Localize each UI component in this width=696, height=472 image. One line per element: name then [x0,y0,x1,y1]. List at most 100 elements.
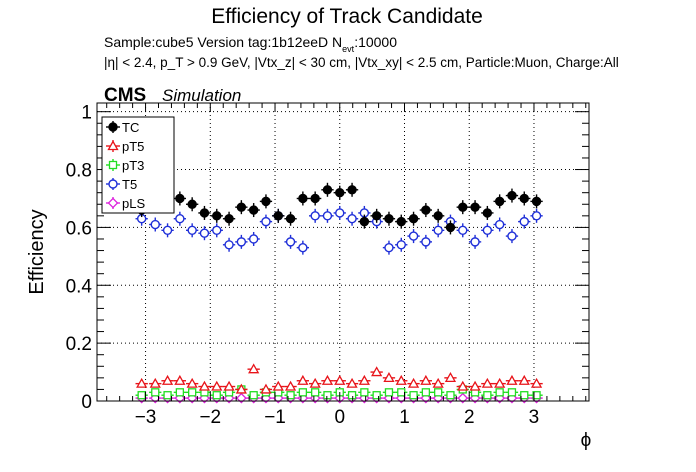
data-point [458,225,468,236]
data-point [187,225,197,236]
data-point [395,374,407,385]
legend-marker [107,140,119,151]
data-point [322,211,333,221]
data-point [212,211,222,221]
data-point [285,237,296,247]
data-point [518,374,530,385]
data-point [161,374,174,385]
simulation-label: Simulation [162,86,241,105]
data-point [199,208,210,218]
data-point [507,231,517,241]
y-tick-label: 0.8 [66,161,92,182]
x-tick-label: −3 [135,407,157,428]
data-point [358,374,370,385]
y-tick-label: 0.2 [66,334,92,355]
data-point [175,388,185,397]
data-point [174,374,186,385]
data-point [446,391,455,400]
series-T5 [135,205,543,255]
data-point [347,214,357,224]
data-point [150,219,160,230]
data-point [322,185,333,195]
data-point [310,193,320,204]
data-point [531,211,542,221]
data-point [187,199,197,209]
legend-entry: pLS [106,196,145,211]
data-point [519,193,529,204]
data-point [346,377,358,388]
data-point [198,380,211,391]
grid [97,103,589,402]
data-point [186,377,198,388]
data-point [444,372,457,383]
data-point [506,374,518,385]
legend-label: pLS [122,196,145,211]
x-tick-label: 1 [399,407,410,428]
data-point [481,377,493,388]
data-point [272,380,284,391]
y-tick-label: 0.6 [66,218,92,239]
legend-entry: T5 [106,177,137,192]
legend: TC pT5 pT3 T5 pLS [101,116,175,214]
data-point [137,391,146,400]
legend-label: TC [122,120,139,135]
y-tick-label: 1 [81,103,92,124]
data-point [420,374,432,385]
data-point [409,391,418,400]
data-point [298,242,308,253]
data-point [286,391,295,400]
data-point [359,216,370,227]
legend-entry: pT3 [106,158,144,173]
data-point [298,193,308,204]
legend-label: pT3 [122,158,144,173]
data-point [151,388,160,397]
data-point [372,391,381,400]
data-point [298,388,308,397]
legend-marker [108,179,118,189]
data-point [470,237,480,247]
cuts-info: |η| < 2.4, p_T > 0.9 GeV, |Vtx_z| < 30 c… [104,55,619,70]
data-point [457,392,469,404]
data-point [248,234,259,244]
x-tick-label: 0 [334,407,345,428]
data-point [334,374,346,385]
x-tick-label: −2 [199,407,221,428]
series-pT5 [135,363,543,394]
legend-entry: pT5 [106,139,144,154]
data-point [335,208,345,218]
data-point [494,196,505,207]
data-point [396,216,406,227]
data-point [531,196,542,207]
cms-label: CMS [104,85,146,106]
data-point [212,225,222,236]
data-point [384,388,394,397]
plot-frame [96,102,590,402]
y-tick-label: 0.4 [66,276,93,297]
data-point [235,383,247,394]
data-point [335,187,345,198]
data-point [261,216,271,227]
data-point [297,374,309,385]
legend-marker [107,197,119,209]
data-point [310,211,320,221]
data-point [384,214,394,224]
data-points [135,182,543,404]
data-point [520,391,529,400]
data-point [494,377,506,388]
data-point [236,202,247,212]
data-point [421,205,431,215]
data-point [273,211,283,221]
data-point [434,388,443,397]
y-tick-label: 0 [81,392,92,413]
data-point [360,388,369,397]
data-point [457,380,469,391]
data-point [408,214,419,224]
data-point [470,202,480,212]
data-point [482,225,493,236]
data-point [507,388,517,397]
data-point [175,214,185,224]
data-point [383,372,395,383]
x-axis-label: ϕ [581,430,592,451]
series-TC [135,182,543,235]
data-point [224,214,234,224]
